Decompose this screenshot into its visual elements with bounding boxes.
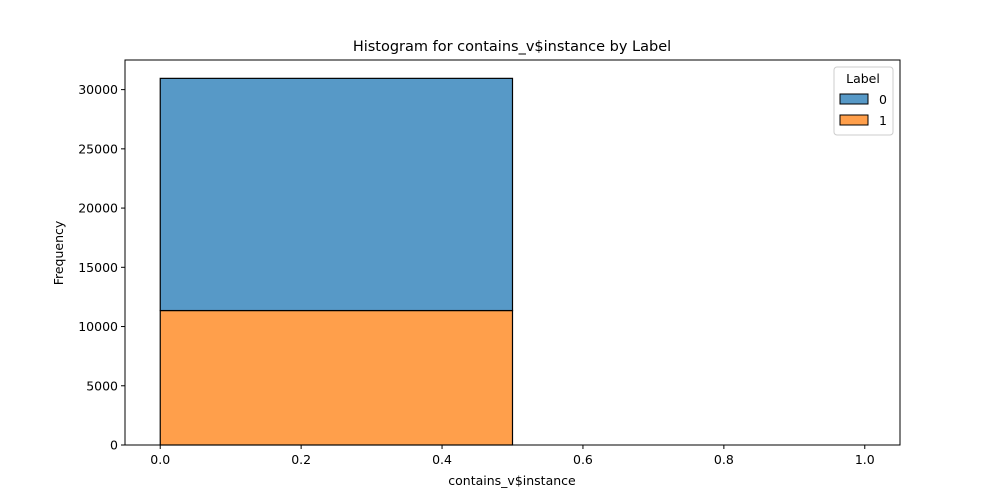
y-tick-label: 30000 — [78, 82, 118, 97]
legend: Label 0 1 — [833, 66, 894, 136]
x-axis-label: contains_v$instance — [448, 473, 576, 488]
legend-title: Label — [846, 71, 880, 86]
y-tick-label: 5000 — [86, 378, 118, 393]
legend-swatch-0 — [839, 93, 869, 105]
legend-swatch-1 — [839, 114, 869, 126]
chart-title: Histogram for contains_v$instance by Lab… — [353, 39, 671, 55]
x-tick-label: 0.2 — [291, 452, 311, 467]
x-tick-label: 0.6 — [573, 452, 593, 467]
x-tick-label: 1.0 — [855, 452, 875, 467]
x-tick-label: 0.8 — [714, 452, 734, 467]
legend-label-1: 1 — [879, 113, 887, 128]
bar-label-0-bin-0 — [159, 77, 514, 312]
y-axis-label: Frequency — [51, 220, 66, 285]
y-axis-ticks: 0 5000 10000 15000 20000 25000 30000 — [78, 82, 125, 453]
y-tick-label: 20000 — [78, 201, 118, 216]
x-tick-label: 0.0 — [150, 452, 170, 467]
y-tick-label: 25000 — [78, 141, 118, 156]
plot-frame — [124, 59, 901, 446]
bar-label-1-bin-0 — [159, 309, 514, 446]
y-tick-label: 10000 — [78, 319, 118, 334]
legend-label-0: 0 — [879, 92, 887, 107]
y-tick-label: 0 — [110, 438, 118, 453]
y-tick-label: 15000 — [78, 260, 118, 275]
bars-layer — [159, 77, 514, 446]
x-tick-label: 0.4 — [432, 452, 452, 467]
x-axis-ticks: 0.0 0.2 0.4 0.6 0.8 1.0 — [150, 445, 875, 467]
